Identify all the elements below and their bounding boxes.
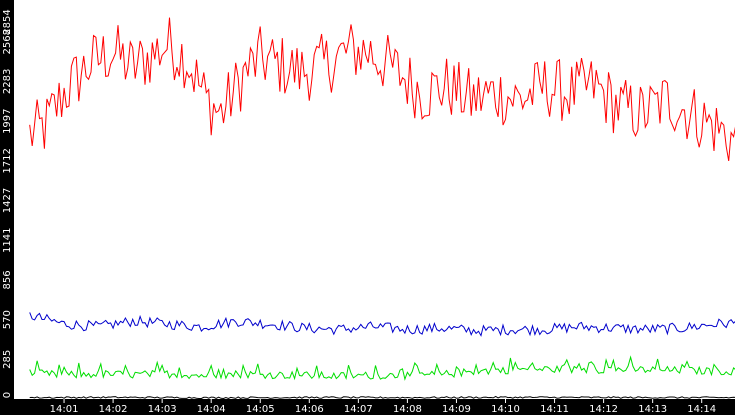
x-tick-label: 14:11 <box>540 404 569 415</box>
series-line-0 <box>29 17 735 161</box>
y-tick-label: 570 <box>2 310 13 329</box>
plot-area <box>14 0 735 399</box>
y-tick-label: 856 <box>2 270 13 289</box>
y-tick-label: 285 <box>2 350 13 369</box>
x-tick-label: 14:08 <box>393 404 422 415</box>
y-tick-label: 2854 <box>2 9 13 34</box>
y-tick-label: 1712 <box>2 148 13 173</box>
y-tick-label: 2568 <box>2 29 13 54</box>
x-tick-label: 14:03 <box>148 404 177 415</box>
series-2 <box>29 355 735 381</box>
y-tick-label: 2283 <box>2 69 13 94</box>
y-tick-label: 1427 <box>2 188 13 213</box>
x-tick-label: 14:09 <box>442 404 471 415</box>
y-tick-label: 1141 <box>2 228 13 253</box>
series-line-3 <box>29 395 735 400</box>
y-tick-label: 0 <box>2 392 13 398</box>
x-tick-label: 14:01 <box>50 404 79 415</box>
x-tick-label: 14:04 <box>197 404 226 415</box>
x-tick-label: 14:12 <box>589 404 618 415</box>
bottom-axis-band <box>0 399 735 415</box>
y-tick-label: 1997 <box>2 108 13 133</box>
series-1 <box>29 312 735 337</box>
series-line-1 <box>29 312 735 337</box>
x-tick-label: 14:05 <box>246 404 275 415</box>
series-3 <box>29 395 735 400</box>
x-tick-label: 14:13 <box>638 404 667 415</box>
left-axis-band <box>0 0 14 415</box>
x-tick-label: 14:07 <box>344 404 373 415</box>
series-0 <box>29 17 735 161</box>
x-tick-label: 14:02 <box>99 404 128 415</box>
x-tick-label: 14:14 <box>687 404 716 415</box>
x-axis-ticks: 14:01 14:02 14:03 14:04 14:05 14:06 14:07 14:08… <box>50 399 716 415</box>
series-line-2 <box>29 355 735 381</box>
x-tick-label: 14:10 <box>491 404 520 415</box>
x-tick-label: 14:06 <box>295 404 324 415</box>
series-layer <box>29 17 735 400</box>
